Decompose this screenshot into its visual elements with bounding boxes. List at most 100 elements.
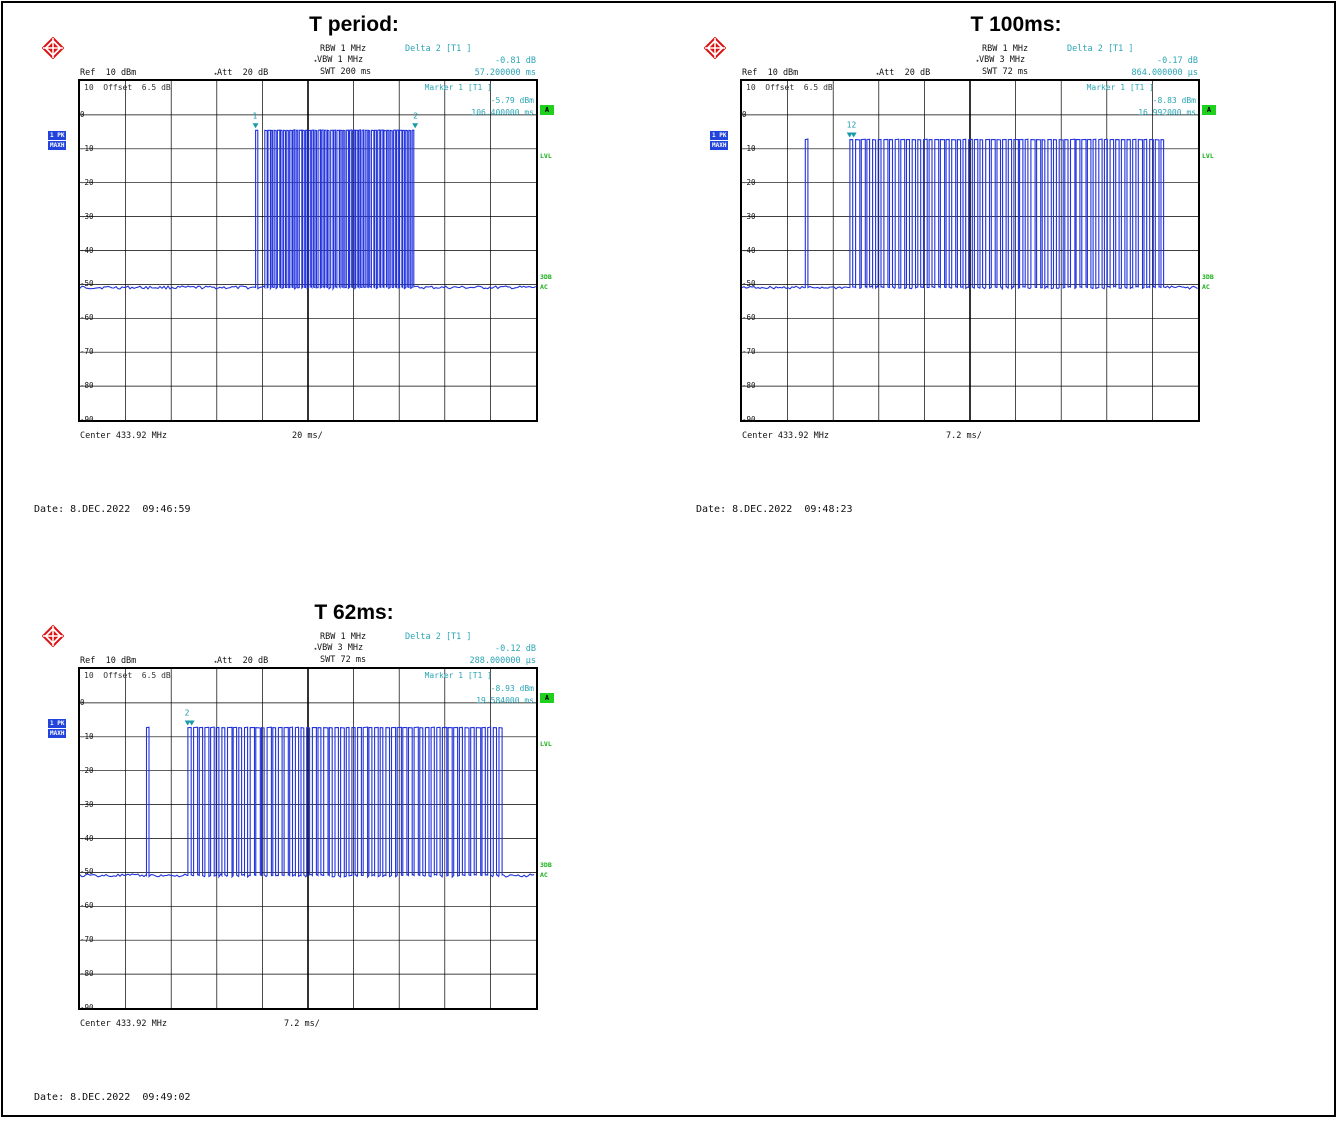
delta-time: 864.000000 µs: [1131, 68, 1198, 78]
trace-plot: 2: [80, 669, 536, 1008]
swt-label: SWT 72 ms: [320, 655, 367, 665]
chart-panel: T 62ms: RBW 1 MHz ★VBW 3 MHz SWT 72 ms Ref 1…: [34, 601, 674, 1143]
delta-label: Delta 2 [T1 ]: [405, 44, 472, 54]
marker-number: 2: [185, 709, 190, 718]
rbw-label: RBW 1 MHz: [982, 44, 1029, 54]
marker-triangle: [188, 720, 195, 726]
marker-number: 2: [413, 111, 418, 120]
y-tick-label: -90: [742, 415, 756, 424]
center-freq-label: Center 433.92 MHz: [80, 431, 167, 441]
y-tick-label: -50: [80, 867, 94, 877]
marker-db: -8.83 dBm: [1152, 96, 1196, 105]
spectrum-grid: 2 10 Offset 6.5 dB Marker 1 [T1 ] -8.93 dBm…: [78, 667, 538, 1010]
y-tick-label: -10: [80, 143, 94, 153]
delta-time: 57.200000 ms: [474, 68, 536, 78]
spectrum-trace: [742, 138, 1198, 291]
maxh-badge: MAXH: [710, 141, 729, 150]
y-tick-label: -20: [80, 177, 94, 187]
ac-tag: AC: [540, 283, 548, 291]
y-tick-label: -80: [80, 381, 94, 391]
att-value: Att 20 dB: [217, 656, 269, 666]
att-value: Att 20 dB: [217, 68, 269, 78]
spectrum-grid: 12 10 Offset 6.5 dB Marker 1 [T1 ] -8.83 dB…: [740, 79, 1200, 422]
date-stamp: Date: 8.DEC.2022 09:49:02: [34, 1092, 191, 1103]
rbw-label: RBW 1 MHz: [320, 632, 367, 642]
y-tick-label: -10: [80, 731, 94, 741]
rbw-label: RBW 1 MHz: [320, 44, 367, 54]
y-tick-label: -40: [80, 833, 94, 843]
vbw-value: VBW 3 MHz: [317, 643, 364, 653]
date-stamp: Date: 8.DEC.2022 09:48:23: [696, 504, 853, 515]
rohde-schwarz-logo-icon: [703, 36, 727, 60]
marker-label: Marker 1 [T1 ]: [424, 83, 492, 92]
three-db-tag: 3DB: [540, 273, 552, 281]
marker-triangle: [184, 720, 191, 726]
center-freq-label: Center 433.92 MHz: [742, 431, 829, 441]
y-tick-label: -60: [80, 901, 94, 911]
marker-label: Marker 1 [T1 ]: [1086, 83, 1154, 92]
star-icon: ★: [314, 646, 318, 652]
y-tick-label: -30: [742, 211, 756, 221]
maxh-badge: MAXH: [48, 729, 67, 738]
y-tick-label: -70: [80, 347, 94, 357]
vbw-value: VBW 1 MHz: [317, 55, 364, 65]
three-db-tag: 3DB: [540, 861, 552, 869]
y-tick-label: 0: [742, 109, 747, 119]
marker-db: -5.79 dBm: [490, 96, 534, 105]
att-label: ★Att 20 dB: [214, 68, 268, 79]
delta-db: -0.81 dB: [495, 56, 536, 66]
offset-label: 10 Offset 6.5 dB: [746, 83, 833, 92]
maxh-badge: MAXH: [48, 141, 67, 150]
spectrum-trace: [80, 129, 536, 291]
vbw-label: ★VBW 1 MHz: [314, 55, 363, 66]
panel-title: T 100ms:: [970, 13, 1062, 36]
y-tick-label: -10: [742, 143, 756, 153]
delta-label: Delta 2 [T1 ]: [1067, 44, 1134, 54]
y-tick-label: -90: [80, 415, 94, 424]
star-icon: ★: [314, 58, 318, 64]
vbw-value: VBW 3 MHz: [979, 55, 1026, 65]
vbw-label: ★VBW 3 MHz: [976, 55, 1025, 66]
y-tick-label: 0: [80, 697, 85, 707]
star-icon: ★: [876, 71, 880, 77]
y-tick-label: 0: [80, 109, 85, 119]
marker-db: -8.93 dBm: [490, 684, 534, 693]
y-tick-label: -50: [742, 279, 756, 289]
marker-time: 16.992000 ms: [1138, 108, 1196, 117]
marker-triangle: [850, 132, 857, 138]
marker-triangle: [412, 123, 419, 129]
y-tick-label: -40: [742, 245, 756, 255]
att-label: ★Att 20 dB: [214, 656, 268, 667]
y-tick-label: -60: [80, 313, 94, 323]
marker-triangle: [252, 123, 259, 129]
y-tick-label: -30: [80, 799, 94, 809]
att-label: ★Att 20 dB: [876, 68, 930, 79]
star-icon: ★: [214, 659, 218, 665]
panel-title: T period:: [309, 13, 399, 36]
rohde-schwarz-logo-icon: [41, 36, 65, 60]
marker-number: 12: [847, 121, 857, 130]
span-per-div-label: 7.2 ms/: [946, 431, 982, 441]
rohde-schwarz-logo-icon: [41, 624, 65, 648]
y-tick-label: -80: [742, 381, 756, 391]
star-icon: ★: [214, 71, 218, 77]
lvl-tag: LVL: [1202, 152, 1214, 160]
marker-triangle: [846, 132, 853, 138]
trace-a-badge: A: [1202, 105, 1216, 115]
marker-number: 1: [253, 111, 258, 120]
star-icon: ★: [976, 58, 980, 64]
delta-db: -0.17 dB: [1157, 56, 1198, 66]
ref-label: Ref 10 dBm: [80, 656, 137, 666]
y-tick-label: -80: [80, 969, 94, 979]
y-tick-label: -30: [80, 211, 94, 221]
att-value: Att 20 dB: [879, 68, 931, 78]
y-tick-label: -20: [742, 177, 756, 187]
lvl-tag: LVL: [540, 740, 552, 748]
y-tick-label: -40: [80, 245, 94, 255]
trace-plot: 12: [742, 81, 1198, 420]
delta-label: Delta 2 [T1 ]: [405, 632, 472, 642]
marker-time: 19.584000 ms: [476, 696, 534, 705]
delta-db: -0.12 dB: [495, 644, 536, 654]
span-per-div-label: 20 ms/: [292, 431, 323, 441]
